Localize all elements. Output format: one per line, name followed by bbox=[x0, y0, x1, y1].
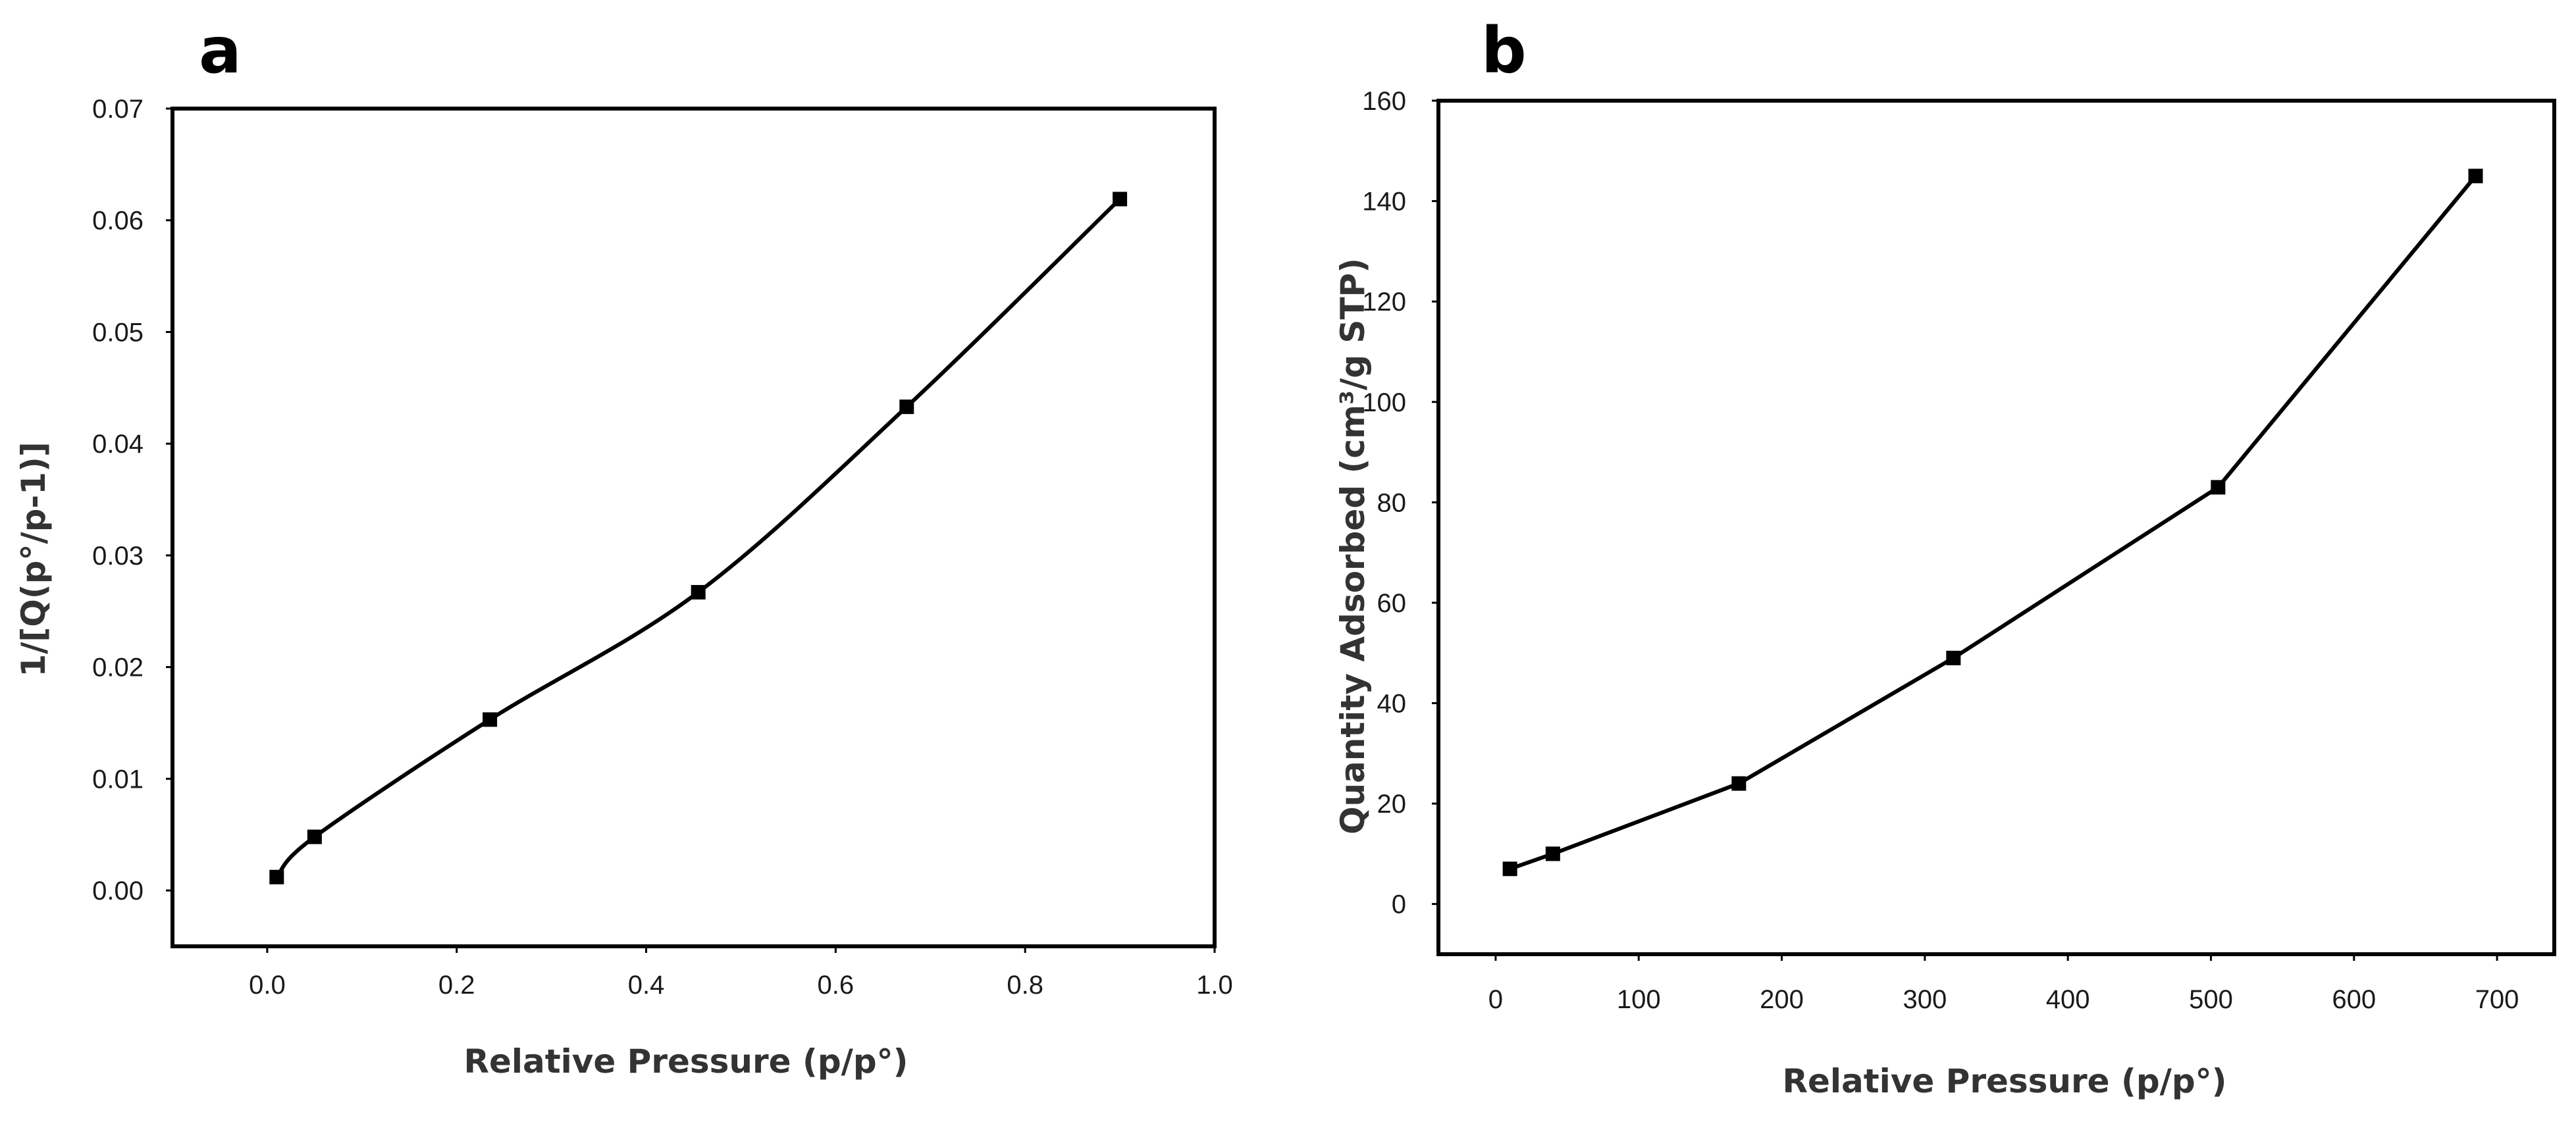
x-tick-label: 0.8 bbox=[1007, 971, 1043, 1000]
series-line-b bbox=[1509, 174, 2477, 871]
y-tick-label: 0.04 bbox=[92, 430, 144, 459]
y-tick-label: 140 bbox=[1362, 188, 1406, 217]
plot-frame-a bbox=[171, 107, 1217, 948]
series-line-a bbox=[275, 197, 1122, 879]
y-tick-label: 120 bbox=[1362, 288, 1406, 317]
y-tick-label: 100 bbox=[1362, 388, 1406, 417]
data-point-a-3 bbox=[691, 584, 706, 600]
data-point-b-5 bbox=[2468, 168, 2483, 184]
x-axis-title-a: Relative Pressure (p/p°) bbox=[463, 1042, 908, 1081]
y-tick-label: 0.01 bbox=[92, 765, 144, 794]
y-axis-title-b: Quantity Adsorbed (cm³/g STP) bbox=[1334, 258, 1372, 834]
panel-letter-b: b bbox=[1481, 14, 1527, 88]
y-tick-label: 80 bbox=[1377, 488, 1407, 517]
y-axis-title-a: 1/[Q(p°/p-1)] bbox=[14, 442, 53, 677]
y-tick-labels-b: 0 20 40 60 80 100 120 140 160 bbox=[1362, 87, 1406, 919]
y-tick-label: 0.00 bbox=[92, 877, 144, 906]
y-tick-label: 0.03 bbox=[92, 542, 144, 571]
panel-letter-a: a bbox=[199, 14, 242, 88]
x-tick-labels-a: 0.0 0.2 0.4 0.6 0.8 1.0 bbox=[249, 971, 1233, 1000]
data-markers-b bbox=[1502, 168, 2483, 877]
y-tick-label: 60 bbox=[1377, 589, 1407, 618]
data-point-a-1 bbox=[307, 829, 322, 844]
x-axis-title-b-text: Relative Pressure (p/p°) bbox=[1782, 1062, 2226, 1100]
data-point-a-5 bbox=[1113, 192, 1128, 207]
y-tick-label: 0 bbox=[1392, 890, 1406, 919]
data-point-b-1 bbox=[1545, 846, 1560, 861]
x-tick-label: 200 bbox=[1760, 985, 1804, 1014]
x-tick-label: 700 bbox=[2475, 985, 2519, 1014]
y-tick-label: 20 bbox=[1377, 790, 1407, 819]
chart-panel-b: b 0 20 40 60 80 100 120 140 160 0 100 200 300 400 500… bbox=[1334, 14, 2556, 1100]
y-tick-label: 40 bbox=[1377, 690, 1407, 719]
data-point-a-4 bbox=[899, 399, 914, 415]
x-tick-label: 0 bbox=[1488, 985, 1503, 1014]
data-point-b-4 bbox=[2211, 480, 2226, 495]
y-tick-label: 0.02 bbox=[92, 653, 144, 682]
y-tick-label: 0.06 bbox=[92, 207, 144, 236]
plot-frame-b bbox=[1436, 99, 2556, 956]
y-tick-label: 0.05 bbox=[92, 318, 144, 347]
x-axis-title-b: Relative Pressure (p/p°) bbox=[1782, 1062, 2226, 1100]
data-point-a-0 bbox=[269, 869, 284, 884]
x-tick-label: 400 bbox=[2046, 985, 2090, 1014]
x-tick-label: 100 bbox=[1617, 985, 1661, 1014]
x-tick-label: 300 bbox=[1903, 985, 1947, 1014]
x-tick-label: 0.0 bbox=[249, 971, 286, 1000]
data-point-b-2 bbox=[1731, 776, 1747, 791]
x-tick-label: 1.0 bbox=[1196, 971, 1233, 1000]
data-point-a-2 bbox=[483, 712, 498, 727]
data-markers-a bbox=[269, 192, 1128, 884]
x-tick-label: 600 bbox=[2332, 985, 2376, 1014]
chart-panel-a: a 0.000.010.020.030.040.050.060.07 0.0 0.… bbox=[14, 14, 1233, 1081]
x-tick-label: 500 bbox=[2189, 985, 2233, 1014]
x-tick-label: 0.4 bbox=[628, 971, 665, 1000]
x-tick-label: 0.6 bbox=[818, 971, 854, 1000]
tick-marks-b bbox=[1432, 99, 2498, 961]
data-point-b-0 bbox=[1502, 861, 1517, 877]
y-tick-labels-a: 0.00 0.01 0.02 0.03 0.04 0.05 0.06 0.07 bbox=[92, 95, 144, 906]
y-tick-label: 160 bbox=[1362, 87, 1406, 116]
data-point-b-3 bbox=[1946, 650, 1961, 665]
tick-marks-a bbox=[166, 107, 1216, 953]
x-tick-labels-b: 0 100 200 300 400 500 600 700 bbox=[1488, 985, 2519, 1014]
y-tick-label: 0.07 bbox=[92, 95, 144, 124]
x-tick-label: 0.2 bbox=[438, 971, 475, 1000]
